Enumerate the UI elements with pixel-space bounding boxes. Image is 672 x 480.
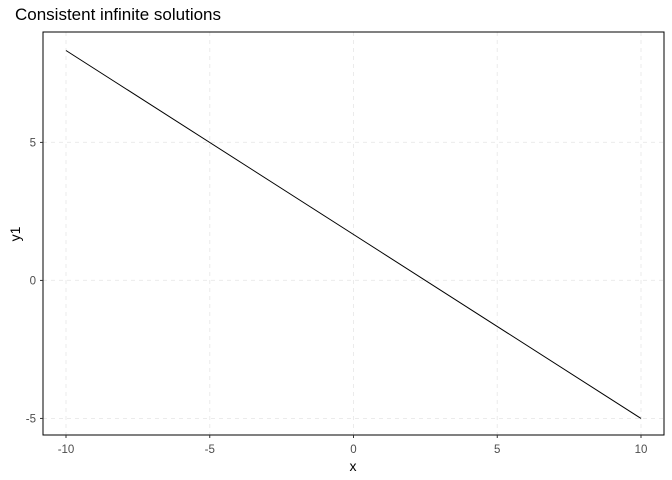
x-tick-label: 0 — [350, 444, 356, 456]
x-tick-label: -10 — [58, 444, 75, 456]
x-tick-label: 5 — [494, 444, 500, 456]
series-line — [65, 50, 642, 419]
grid-lines — [43, 32, 664, 435]
chart-title: Consistent infinite solutions — [15, 5, 222, 24]
y-axis-title: y1 — [7, 226, 23, 241]
y-tick-label: 0 — [30, 275, 36, 287]
x-tick-label: -5 — [205, 444, 215, 456]
y-tick-label: -5 — [26, 413, 36, 425]
x-axis-ticks: -10 -5 0 5 10 — [58, 435, 648, 456]
x-tick-label: 10 — [635, 444, 648, 456]
y-tick-label: 5 — [30, 137, 36, 149]
x-axis-title: x — [350, 458, 357, 474]
y-axis-ticks: -5 0 5 — [26, 137, 43, 425]
series-layer — [65, 50, 642, 419]
